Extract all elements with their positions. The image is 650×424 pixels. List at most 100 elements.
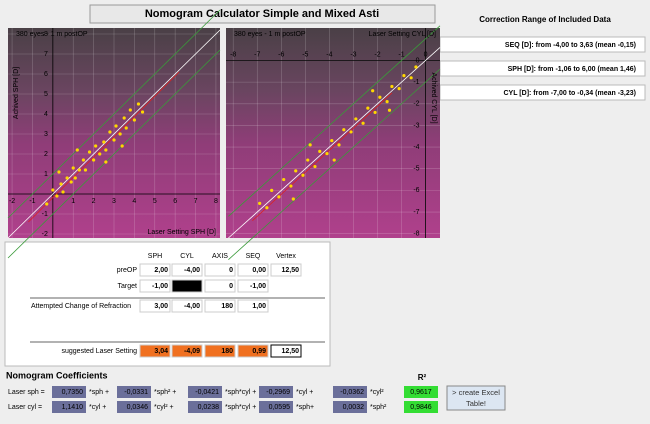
r2-box: [404, 401, 438, 413]
data-point: [112, 138, 116, 142]
x-tick-label: 7: [194, 198, 198, 205]
coef-value: 0,0032: [343, 404, 365, 411]
column-header: SPH: [148, 253, 162, 260]
data-point: [98, 152, 102, 156]
data-point: [387, 108, 392, 112]
x-tick-label: 2: [92, 198, 96, 205]
coef-term: *sph+: [296, 404, 314, 411]
cell: [237, 344, 269, 358]
data-point: [337, 143, 341, 147]
y-tick-label: 4: [44, 111, 48, 118]
data-point: [124, 126, 128, 130]
x-tick-label: -1: [29, 198, 35, 205]
data-point: [349, 130, 353, 134]
y-tick-label: -2: [42, 231, 48, 238]
coef-term: *sph +: [89, 389, 109, 396]
x-tick-label: -8: [230, 51, 236, 58]
data-point: [354, 117, 358, 121]
cell[interactable]: [270, 263, 302, 277]
cell[interactable]: [139, 263, 171, 277]
data-point: [313, 164, 317, 169]
x-tick-label: -5: [302, 51, 308, 58]
cell-value: 0,00: [186, 283, 200, 290]
data-point: [378, 95, 382, 99]
data-point: [104, 148, 108, 152]
data-point: [128, 108, 132, 112]
data-point: [282, 177, 286, 182]
title: Nomogram Calculator Simple and Mixed Ast…: [145, 8, 379, 20]
data-point: [265, 206, 269, 210]
coef-term: *sph*cyl +: [225, 389, 256, 396]
coefficients-title: Nomogram Coefficients: [6, 370, 108, 380]
coef-box: [333, 401, 367, 413]
cell-value: 1,00: [252, 303, 266, 310]
cell: [204, 299, 236, 313]
create-table-button[interactable]: [446, 385, 506, 411]
cell-value: 12,50: [281, 348, 299, 355]
cell[interactable]: [171, 263, 203, 277]
data-point: [132, 118, 136, 122]
cell[interactable]: [204, 279, 236, 293]
x-tick-label: 8: [214, 198, 218, 205]
y-tick-label: 3: [44, 131, 48, 138]
row-label: Attempted Change of Refraction: [31, 303, 131, 310]
data-point: [71, 166, 75, 170]
coef-box: [52, 386, 86, 398]
y-tick-label: -4: [413, 144, 419, 151]
data-point: [73, 176, 77, 180]
data-point: [114, 124, 118, 128]
identity-line: [228, 47, 441, 239]
y-tick-label: -3: [413, 122, 419, 129]
x-axis-label: Laser Setting CYL [D]: [369, 31, 436, 38]
column-header: Vertex: [276, 253, 296, 260]
coef-term: *sph²: [370, 404, 387, 411]
data-point: [294, 169, 298, 173]
data-point: [397, 87, 401, 91]
cell[interactable]: [237, 263, 269, 277]
x-tick-label: 4: [132, 198, 136, 205]
data-point: [120, 144, 124, 148]
column-header: SEQ: [246, 253, 261, 260]
data-point: [390, 84, 394, 89]
x-tick-label: 1: [71, 198, 75, 205]
cell-value: 0,00: [252, 267, 266, 274]
data-point: [366, 106, 370, 110]
cell-value: 180: [221, 303, 233, 310]
data-point: [59, 182, 63, 186]
cell: [171, 299, 203, 313]
button-label[interactable]: > create Excel Table!: [452, 388, 500, 408]
cell: [204, 344, 236, 358]
y-tick-label: 1: [44, 171, 48, 178]
coef-label: Laser sph =: [8, 389, 45, 396]
cell[interactable]: [204, 263, 236, 277]
coef-value: 1,1410: [62, 404, 84, 411]
column-header: AXIS: [212, 253, 228, 260]
cell-value: -4,09: [184, 348, 200, 355]
title-box: [89, 4, 436, 24]
data-point: [81, 158, 86, 162]
data-point: [140, 110, 145, 114]
data-point: [277, 195, 281, 199]
data-point: [301, 173, 305, 177]
data-point: [45, 202, 49, 206]
chart-annotation: 380 eyes - 1 m postOP: [16, 31, 88, 38]
x-tick-label: -3: [350, 51, 356, 58]
data-point: [87, 150, 92, 154]
coef-term: *cyl²: [370, 389, 384, 396]
cell[interactable]: [237, 279, 269, 293]
x-tick-label: 3: [112, 198, 116, 205]
coef-value: -0,0362: [340, 389, 364, 396]
coef-value: -0,2969: [266, 389, 290, 396]
data-point: [65, 176, 69, 180]
data-point: [108, 130, 112, 134]
y-tick-label: 7: [44, 51, 48, 58]
tolerance-line: [7, 9, 221, 219]
x-axis-label: Laser Setting SPH [D]: [148, 229, 217, 236]
r2-label: R²: [418, 373, 427, 382]
cell: [171, 344, 203, 358]
data-point: [122, 116, 126, 120]
cell[interactable]: [139, 279, 171, 293]
cell[interactable]: [171, 279, 203, 293]
data-point: [270, 188, 274, 192]
y-tick-label: 2: [44, 151, 48, 158]
